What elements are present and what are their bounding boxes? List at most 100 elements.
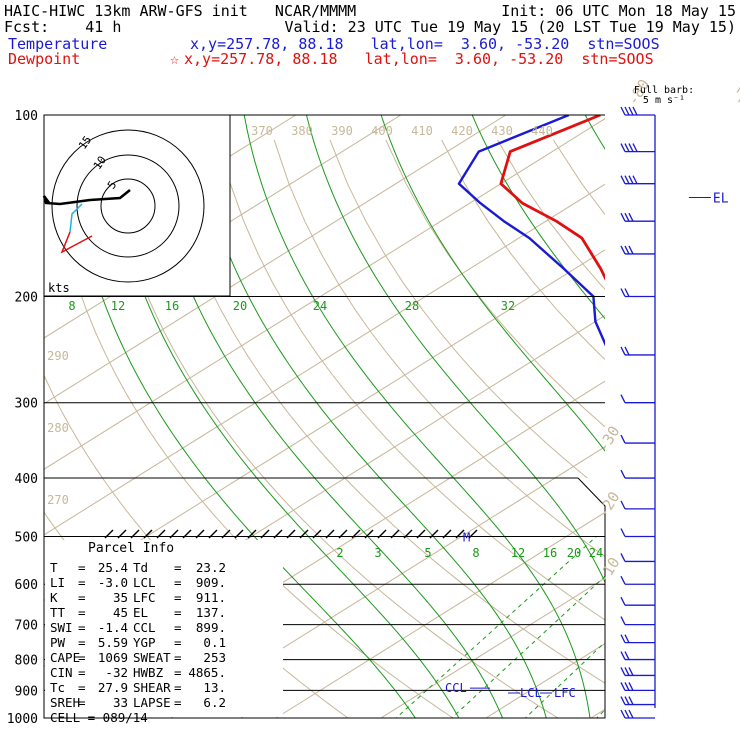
barb-flag	[620, 500, 626, 510]
barb-flag	[620, 528, 626, 537]
wind-barb	[620, 394, 655, 404]
hatch-mark	[182, 529, 192, 539]
hatch-mark	[377, 529, 387, 539]
barb-flag	[628, 245, 634, 255]
barb-flag	[624, 696, 630, 705]
hodograph-trace-mid	[69, 203, 83, 233]
barb-flag	[620, 575, 626, 585]
theta-label: 380	[291, 124, 313, 138]
parcel-param-value: 911.	[196, 590, 226, 605]
dry-adiabat-line	[44, 139, 47, 718]
parcel-equals: =	[78, 635, 86, 650]
parcel-equals: =	[174, 560, 182, 575]
wind-barb	[620, 346, 655, 356]
run-title: HAIC-HIWC 13km ARW-GFS init NCAR/MMMM	[4, 2, 357, 20]
dewpoint-legend-label: Dewpoint	[8, 50, 81, 68]
barb-flag	[624, 106, 630, 116]
barb-flag	[628, 212, 634, 222]
hatch-mark	[325, 529, 335, 539]
barb-flag	[628, 667, 634, 676]
hatch-mark	[143, 529, 153, 539]
wind-barb	[620, 709, 655, 719]
parcel-param-name: TT	[50, 605, 66, 620]
barb-flag	[624, 634, 630, 643]
wind-barb	[620, 616, 655, 626]
isotherm-line	[275, 115, 605, 718]
parcel-param-value: 6.2	[203, 695, 226, 710]
plot-frame	[43, 115, 606, 719]
hatch-mark	[104, 529, 114, 539]
barb-flag	[620, 709, 626, 719]
hatch-mark	[429, 529, 439, 539]
init-time: Init: 06 UTC Mon 18 May 15	[501, 2, 736, 20]
parcel-param-value: 1069	[98, 650, 128, 665]
hatch-mark	[338, 529, 348, 539]
parcel-equals: =	[174, 575, 182, 590]
mixing-ratio-line	[734, 536, 740, 730]
barb-flag	[620, 106, 626, 116]
wind-barb	[620, 175, 655, 185]
pressure-tick-label: 200	[15, 291, 38, 306]
mixing-ratio-label: 28	[405, 299, 419, 313]
hatch-mark	[351, 529, 361, 539]
mixing-ratio-line	[648, 536, 740, 730]
hatch-mark	[117, 529, 127, 539]
parcel-param-value: 909.	[196, 575, 226, 590]
parcel-param-name: SWI	[50, 620, 73, 635]
lcl-label: LCL	[520, 686, 542, 700]
dry-adiabat-line	[273, 139, 605, 718]
barb-flag	[624, 288, 630, 297]
hatch-mark	[169, 529, 179, 539]
wind-barb	[620, 575, 655, 585]
parcel-param-name: CIN	[50, 665, 73, 680]
dewpoint-point-info: x,y=257.78, 88.18 lat,lon= 3.60, -53.20 …	[184, 50, 654, 68]
pressure-tick-label: 600	[15, 578, 38, 593]
series-line-parcel	[674, 115, 740, 718]
parcel-equals: =	[78, 620, 86, 635]
barb-flag	[620, 212, 626, 222]
theta-label: 440	[531, 124, 553, 138]
hatch-mark	[260, 529, 270, 539]
moist-adiabat-line	[727, 115, 740, 731]
hodograph-ring	[100, 178, 156, 234]
parcel-param-value: 899.	[196, 620, 226, 635]
barb-flag	[628, 696, 634, 705]
parcel-param-value: 27.9	[98, 680, 128, 695]
parcel-param-name: Td	[133, 560, 148, 575]
temperature-point-info: x,y=257.78, 88.18 lat,lon= 3.60, -53.20 …	[190, 35, 660, 53]
barb-flag	[620, 346, 626, 356]
wind-barb	[620, 682, 655, 692]
parcel-param-value: 13.	[203, 680, 226, 695]
dry-adiabat-line	[329, 139, 605, 718]
parcel-param-value: 45	[113, 605, 128, 620]
hatch-mark	[156, 529, 166, 539]
moist-adiabat-line	[75, 193, 424, 718]
hodograph-trace-lower	[60, 231, 93, 254]
hodograph-trace-upper	[42, 189, 131, 206]
moist-adiabat-line	[584, 115, 605, 718]
hodograph-ring-label: 10	[91, 154, 109, 172]
barb-flag	[620, 696, 626, 705]
hatch-mark	[195, 529, 205, 539]
barb-legend-line1: Full barb:	[634, 85, 694, 96]
parcel-equals: =	[78, 605, 86, 620]
pressure-tick-label: 100	[15, 109, 38, 124]
mixing-ratio-label: 16	[165, 299, 179, 313]
wind-barb	[620, 528, 655, 538]
parcel-equals: =	[174, 605, 182, 620]
wind-barb	[620, 143, 655, 153]
parcel-param-name: K	[50, 590, 58, 605]
series-line-dewpoint	[457, 115, 605, 718]
theta-label: 430	[491, 124, 513, 138]
barb-flag	[624, 709, 630, 719]
isotherm-line	[44, 115, 402, 718]
parcel-param-name: PW	[50, 635, 66, 650]
wind-barb	[620, 434, 655, 444]
hodograph-ring	[76, 154, 180, 258]
barb-flag	[624, 651, 630, 660]
wind-barb	[620, 288, 655, 298]
hatch-mark	[390, 529, 400, 539]
mixing-ratio-label: 3	[374, 546, 381, 560]
mixing-ratio-label: 12	[511, 546, 525, 560]
hodograph-ring	[51, 129, 205, 283]
